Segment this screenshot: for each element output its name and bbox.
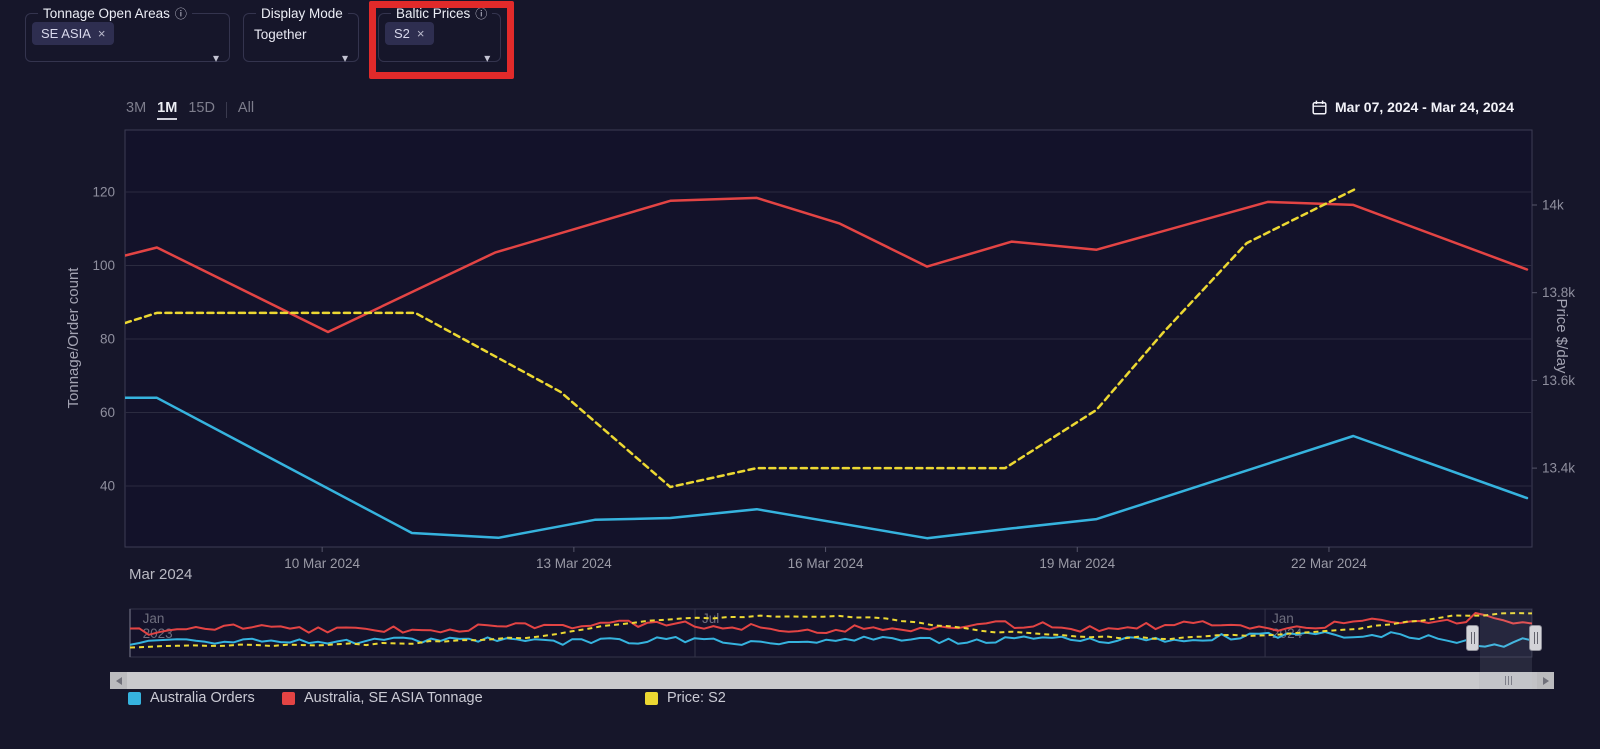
navigator-series-yellow xyxy=(130,612,1532,649)
arrow-left-icon xyxy=(115,676,122,685)
horizontal-scrollbar[interactable] xyxy=(110,672,1554,689)
y-left-axis-title: Tonnage/Order count xyxy=(65,267,82,409)
legend-swatch-blue xyxy=(128,691,141,705)
chip-remove-icon[interactable]: × xyxy=(416,26,425,41)
series-line-red xyxy=(125,196,1529,334)
tonnage-open-areas-label: Tonnage Open Areas xyxy=(43,6,170,21)
chip-s2-label: S2 xyxy=(394,26,410,41)
chevron-down-icon[interactable]: ▾ xyxy=(484,51,491,65)
legend-swatch-red xyxy=(282,691,295,705)
legend-item-yellow[interactable]: Price: S2 xyxy=(645,690,726,706)
y-left-tick-label: 40 xyxy=(100,479,115,494)
x-tick-label: 22 Mar 2024 xyxy=(1291,556,1367,571)
series-line-yellow xyxy=(125,187,1357,489)
scroll-left-button[interactable] xyxy=(110,672,127,689)
scrollbar-thumb[interactable] xyxy=(1479,672,1537,689)
x-axis-context-label: Mar 2024 xyxy=(129,566,193,583)
navigator-axis-label: Jul xyxy=(702,611,719,626)
navigator-series-red xyxy=(130,612,1532,636)
info-icon[interactable]: ⓘ xyxy=(174,6,187,21)
display-mode-select[interactable]: Display Mode Together ▾ xyxy=(243,6,359,65)
range-button-3m[interactable]: 3M xyxy=(126,100,147,116)
info-icon[interactable]: ⓘ xyxy=(475,6,488,21)
navigator-axis-label: Jan 2024 xyxy=(1272,611,1303,641)
legend-item-blue[interactable]: Australia Orders xyxy=(128,690,255,706)
plot-frame xyxy=(124,129,1533,548)
scroll-right-button[interactable] xyxy=(1537,672,1554,689)
y-left-tick-label: 60 xyxy=(100,405,115,420)
x-tick-label: 13 Mar 2024 xyxy=(536,556,612,571)
navigator[interactable] xyxy=(129,608,1533,658)
navigator-selected-range[interactable] xyxy=(1480,609,1532,689)
legend-label: Price: S2 xyxy=(667,690,726,706)
date-range-picker[interactable]: Mar 07, 2024 - Mar 24, 2024 xyxy=(1312,99,1514,115)
plot-area xyxy=(125,130,1532,547)
y-right-tick-label: 13.6k xyxy=(1542,373,1575,388)
baltic-prices-label: Baltic Prices xyxy=(396,6,471,21)
display-mode-value: Together xyxy=(254,27,307,42)
series-line-blue xyxy=(125,396,1529,540)
chip-remove-icon[interactable]: × xyxy=(97,26,106,41)
y-right-tick-label: 13.8k xyxy=(1542,285,1575,300)
range-selector: 3M 1M 15D All xyxy=(126,100,254,120)
date-range-text: Mar 07, 2024 - Mar 24, 2024 xyxy=(1335,99,1515,115)
y-left-tick-label: 120 xyxy=(92,185,115,200)
x-tick-label: 16 Mar 2024 xyxy=(788,556,864,571)
navigator-handle-right[interactable] xyxy=(1529,625,1542,651)
navigator-series-blue xyxy=(130,631,1532,648)
tonnage-open-areas-select[interactable]: Tonnage Open Areas ⓘ SE ASIA × ▾ xyxy=(25,6,230,65)
range-button-all[interactable]: All xyxy=(237,100,255,116)
chevron-down-icon[interactable]: ▾ xyxy=(212,51,219,65)
x-tick-label: 19 Mar 2024 xyxy=(1039,556,1115,571)
y-right-axis-title: Price $/day xyxy=(1553,298,1570,374)
chip-s2[interactable]: S2 × xyxy=(385,22,434,45)
legend-swatch-yellow xyxy=(645,691,658,705)
y-left-tick-label: 100 xyxy=(92,258,115,273)
chip-se-asia-label: SE ASIA xyxy=(41,26,91,41)
y-right-tick-label: 13.4k xyxy=(1542,461,1575,476)
navigator-axis-label: Jan 2023 xyxy=(143,611,173,641)
y-right-tick-label: 14k xyxy=(1542,198,1564,213)
calendar-icon xyxy=(1312,100,1327,115)
x-tick-label: 10 Mar 2024 xyxy=(284,556,360,571)
display-mode-label: Display Mode xyxy=(261,6,343,21)
y-left-tick-label: 80 xyxy=(100,332,115,347)
arrow-right-icon xyxy=(1542,676,1549,685)
range-button-15d[interactable]: 15D xyxy=(188,100,215,116)
range-button-1m[interactable]: 1M xyxy=(157,100,178,120)
baltic-prices-select[interactable]: Baltic Prices ⓘ S2 × ▾ xyxy=(378,6,502,65)
range-divider xyxy=(225,102,227,118)
legend-label: Australia, SE ASIA Tonnage xyxy=(304,690,483,706)
navigator-handle-left[interactable] xyxy=(1466,625,1479,651)
chip-se-asia[interactable]: SE ASIA × xyxy=(32,22,115,45)
legend-label: Australia Orders xyxy=(150,690,255,706)
chevron-down-icon[interactable]: ▾ xyxy=(341,51,348,65)
legend-item-red[interactable]: Australia, SE ASIA Tonnage xyxy=(282,690,483,706)
